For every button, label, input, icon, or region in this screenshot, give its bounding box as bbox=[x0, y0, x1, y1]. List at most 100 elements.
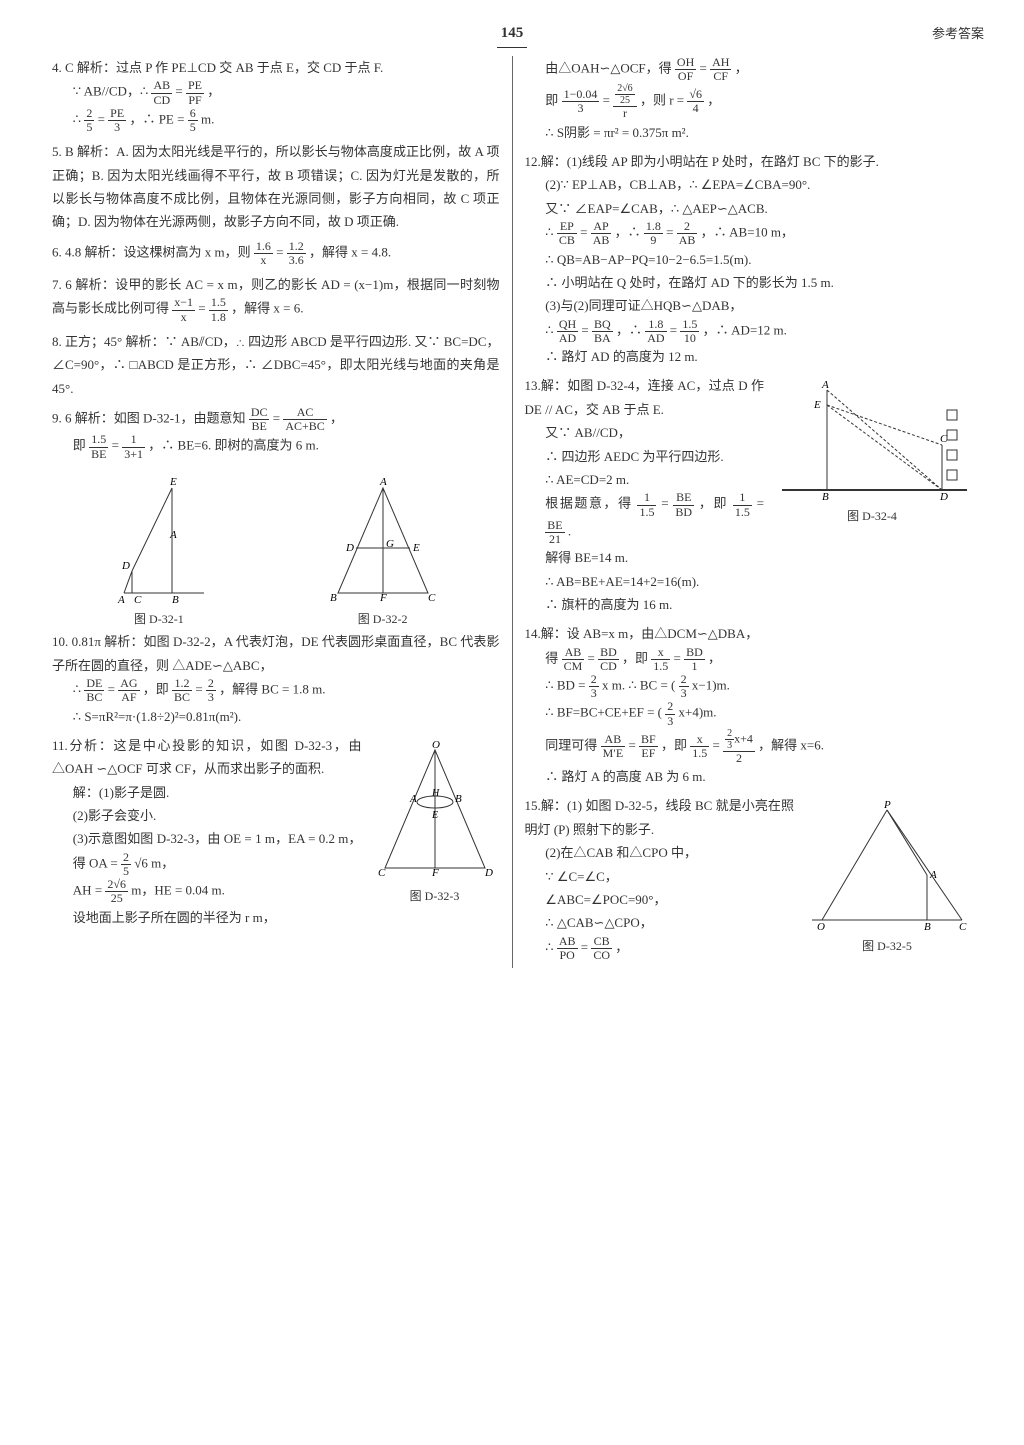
c: ， bbox=[330, 411, 343, 426]
t: x+4)m. bbox=[679, 705, 717, 720]
eq: = bbox=[175, 84, 186, 99]
page-number: 145 bbox=[497, 20, 528, 48]
q7-num: 7. 6 bbox=[52, 277, 72, 292]
eq: = bbox=[273, 411, 284, 426]
eq: = bbox=[276, 244, 287, 259]
figure-d-32-3: O A B H E C F D bbox=[370, 740, 500, 880]
q12-num: 12. bbox=[525, 154, 541, 169]
question-12: 12.解：(1)线段 AP 即为小明站在 P 处时，在路灯 BC 下的影子. (… bbox=[525, 150, 973, 368]
t: AH = bbox=[73, 883, 106, 898]
svg-text:E: E bbox=[813, 399, 821, 411]
q11-num: 11. bbox=[52, 738, 68, 753]
question-7: 7. 6 解析：设甲的影长 AC = x m，则乙的影长 AD = (x−1)m… bbox=[52, 273, 500, 324]
eq: = bbox=[112, 438, 123, 453]
q13-num: 13. bbox=[525, 378, 541, 393]
eq: = bbox=[670, 322, 681, 337]
question-11-cont: 由△OAH∽△OCF，得 OHOF = AHCF ， 即 1−0.043 = 2… bbox=[525, 56, 973, 144]
label: 解 bbox=[541, 626, 554, 641]
frac: 11.5 bbox=[733, 491, 752, 518]
label: 解析 bbox=[75, 277, 102, 292]
text: ∴ 路灯 A 的高度 AB 为 6 m. bbox=[525, 765, 973, 788]
t: ，即 bbox=[143, 682, 169, 697]
svg-text:P: P bbox=[883, 800, 891, 811]
svg-text:D: D bbox=[484, 867, 493, 879]
frac: ABCD bbox=[151, 79, 172, 106]
frac: QHAD bbox=[557, 318, 578, 345]
text: (3)与(2)同理可证△HQB∽△DAB， bbox=[525, 294, 973, 317]
label: 解析 bbox=[85, 244, 111, 259]
t: ∴ bbox=[73, 111, 85, 126]
t: ，解得 BC = 1.8 m. bbox=[219, 682, 325, 697]
text: ∴ S阴影 = πr² = 0.375π m². bbox=[525, 121, 973, 144]
frac: 25 bbox=[121, 851, 131, 878]
svg-text:A: A bbox=[821, 380, 829, 391]
fig-label: 图 D-32-4 bbox=[772, 506, 972, 528]
frac: BQBA bbox=[592, 318, 613, 345]
c: ， bbox=[207, 84, 220, 99]
svg-text:B: B bbox=[924, 921, 931, 930]
t: m，HE = 0.04 m. bbox=[131, 883, 225, 898]
svg-text:D: D bbox=[345, 542, 354, 554]
t: ∴ bbox=[545, 939, 557, 954]
svg-text:D: D bbox=[939, 491, 948, 500]
svg-text:C: C bbox=[940, 433, 948, 445]
frac: √64 bbox=[687, 88, 704, 115]
t: ，∴ AD=12 m. bbox=[703, 322, 787, 337]
frac: 1.2BC bbox=[172, 677, 192, 704]
frac: 1.6x bbox=[254, 240, 273, 267]
svg-text:F: F bbox=[379, 592, 387, 603]
eq: = bbox=[757, 496, 764, 511]
eq: = bbox=[581, 322, 592, 337]
frac: BD1 bbox=[684, 646, 705, 673]
question-15: P A O B C 图 D-32-5 15.解：(1) 如图 D-32-5，线段… bbox=[525, 794, 973, 962]
frac: OHOF bbox=[675, 56, 696, 83]
label: 解 bbox=[541, 378, 554, 393]
label: 解析 bbox=[126, 334, 152, 349]
svg-text:A: A bbox=[169, 529, 177, 541]
t: ，∴ AB=10 m， bbox=[701, 225, 794, 240]
frac: ABCM bbox=[562, 646, 585, 673]
t: 得 bbox=[545, 650, 558, 665]
t: ，∴ PE = bbox=[129, 111, 187, 126]
text: 又∵ ∠EAP=∠CAB，∴ △AEP∽△ACB. bbox=[525, 197, 973, 220]
t: ∴ bbox=[545, 322, 557, 337]
svg-text:O: O bbox=[432, 740, 440, 751]
text: ∴ AB=BE+AE=14+2=16(m). bbox=[525, 570, 973, 593]
t: (3)示意图如图 D-32-3，由 OE = 1 m，EA = 0.2 m，得 … bbox=[73, 831, 362, 870]
frac: 1.23.6 bbox=[287, 240, 306, 267]
eq: = bbox=[580, 225, 591, 240]
figures-row: E A D A C B 图 D-32-1 A D E G B F C 图 D-3… bbox=[52, 467, 500, 631]
text: ∴ 旗杆的高度为 16 m. bbox=[525, 593, 973, 616]
t: x m. ∴ BC = ( bbox=[602, 678, 675, 693]
frac: EPCB bbox=[557, 220, 577, 247]
text: ：(1)线段 AP 即为小明站在 P 处时，在路灯 BC 下的影子. bbox=[554, 154, 879, 169]
frac: BE21 bbox=[545, 519, 564, 546]
frac: PE3 bbox=[108, 107, 126, 134]
t: 即 bbox=[73, 438, 86, 453]
frac: BDCD bbox=[598, 646, 619, 673]
svg-text:F: F bbox=[431, 867, 439, 879]
label: 解析 bbox=[104, 634, 130, 649]
text: ∴ 路灯 AD 的高度为 12 m. bbox=[525, 345, 973, 368]
c: ， bbox=[735, 61, 748, 76]
text: 设地面上影子所在圆的半径为 r m， bbox=[52, 906, 500, 929]
frac: 23 bbox=[206, 677, 216, 704]
fig-label: 图 D-32-3 bbox=[370, 886, 500, 908]
eq: = bbox=[661, 496, 673, 511]
text: (2)∵ EP⊥AB，CB⊥AB，∴ ∠EPA=∠CBA=90°. bbox=[525, 173, 973, 196]
question-6: 6. 4.8 解析：设这棵树高为 x m，则 1.6x = 1.23.6 ，解得… bbox=[52, 240, 500, 267]
frac: 1−0.043 bbox=[562, 88, 600, 115]
text: ：如图 D-32-4，连接 AC，过点 D 作 DE // AC，交 AB 于点… bbox=[525, 378, 764, 416]
q4-num: 4. C bbox=[52, 60, 74, 75]
frac: ABPO bbox=[557, 935, 578, 962]
eq: = bbox=[700, 61, 711, 76]
frac: 1.8AD bbox=[645, 318, 666, 345]
page-header: 145 参考答案 bbox=[40, 20, 984, 48]
text: ∴ 小明站在 Q 处时，在路灯 AD 下的影长为 1.5 m. bbox=[525, 271, 973, 294]
t: ，解得 x=6. bbox=[758, 737, 824, 752]
figure-d-32-5: P A O B C bbox=[802, 800, 972, 930]
svg-text:H: H bbox=[431, 788, 440, 799]
frac: 2√625r bbox=[613, 83, 637, 120]
svg-text:O: O bbox=[817, 921, 825, 930]
eq: = bbox=[198, 301, 209, 316]
